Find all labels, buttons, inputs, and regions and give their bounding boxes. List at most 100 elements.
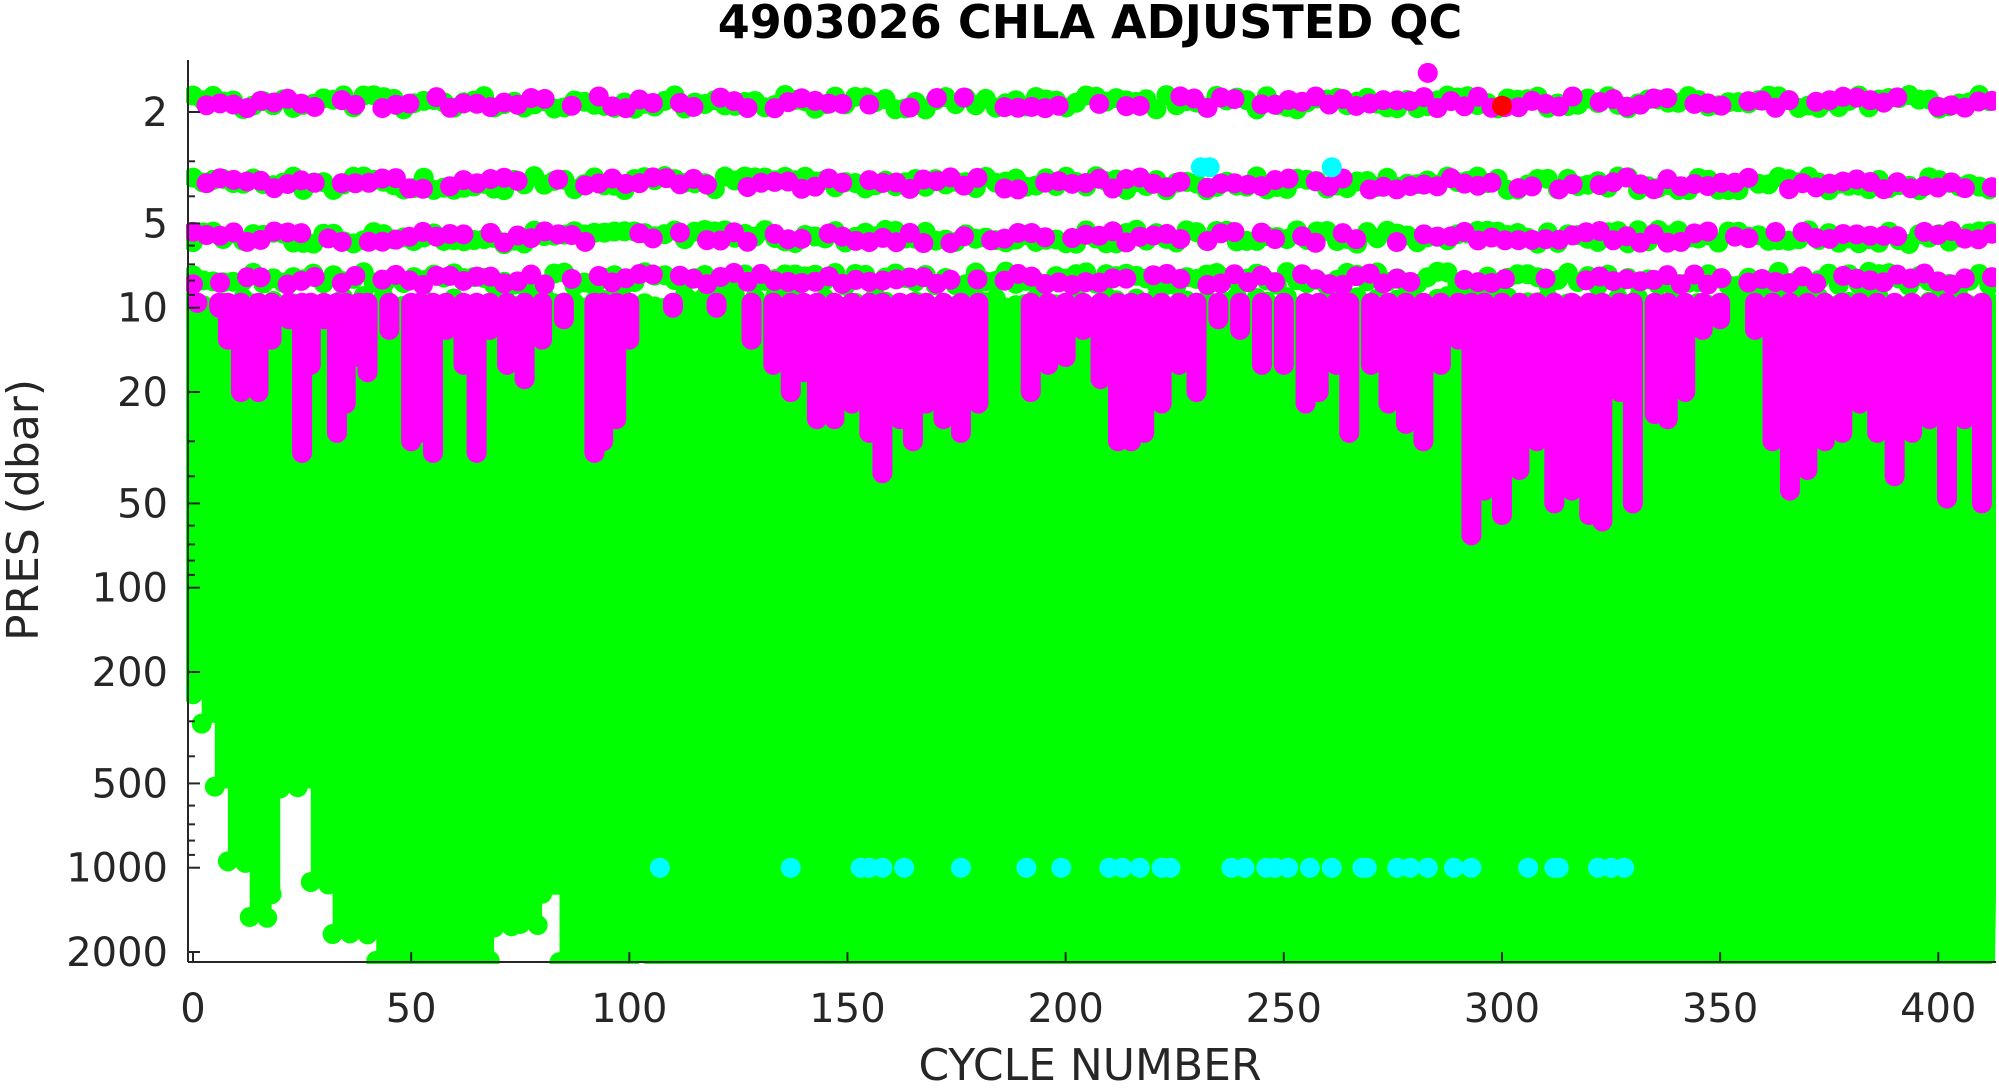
magenta-surface-point (832, 93, 853, 114)
magenta-column-top (1849, 292, 1870, 313)
magenta-column (1762, 302, 1783, 442)
magenta-column-top (1509, 292, 1530, 313)
magenta-surface-point (453, 224, 474, 245)
magenta-surface-point (548, 169, 569, 190)
green-edge-point (287, 777, 308, 798)
magenta-surface-point (304, 267, 325, 288)
green-edge-point (1919, 950, 1940, 964)
green-edge-point (854, 950, 875, 964)
magenta-column (1491, 302, 1512, 516)
magenta-column (1971, 302, 1992, 504)
magenta-surface-point (1197, 97, 1218, 118)
magenta-surface-point (669, 222, 690, 243)
magenta-column-top (553, 292, 574, 313)
magenta-column (968, 302, 989, 404)
magenta-column-bottom (780, 382, 801, 402)
magenta-column-bottom (968, 393, 989, 414)
green-edge-point (217, 851, 238, 872)
magenta-column-bottom (1622, 493, 1643, 514)
magenta-column (1919, 302, 1940, 420)
magenta-column-bottom (1134, 422, 1155, 443)
magenta-column-bottom (1884, 466, 1905, 487)
green-edge-point (1884, 950, 1905, 964)
magenta-column (1797, 302, 1818, 471)
cyan-point (1518, 857, 1539, 878)
cyan-point (780, 857, 801, 878)
green-edge-point (1064, 951, 1085, 964)
magenta-column (763, 302, 784, 365)
magenta-column-top (1339, 292, 1360, 313)
cyan-point (1051, 857, 1072, 878)
magenta-surface-point (561, 268, 582, 289)
magenta-column-top (933, 292, 954, 313)
magenta-surface-point (1346, 229, 1367, 250)
magenta-column-bottom (1251, 354, 1272, 375)
cyan-point (1129, 857, 1150, 878)
y-axis-ticks: 2 5 10 20 50 100 200 500 1000 2000 (66, 90, 200, 976)
magenta-column (1814, 302, 1835, 442)
green-edge-point (479, 950, 500, 964)
cyan-point (950, 857, 971, 878)
magenta-surface-point (1089, 93, 1110, 114)
green-edge-point (510, 913, 531, 934)
magenta-surface-point (1738, 228, 1759, 249)
magenta-column (1902, 302, 1923, 433)
x-tick-label: 300 (1464, 986, 1540, 1032)
magenta-surface-point (913, 233, 934, 254)
y-tick-label: 20 (117, 370, 168, 416)
magenta-column (1273, 302, 1294, 365)
magenta-column-bottom (1491, 505, 1512, 526)
magenta-column (1339, 302, 1360, 433)
magenta-column-top (1745, 292, 1766, 313)
magenta-column-top (1710, 292, 1731, 313)
magenta-column-top (1884, 292, 1905, 313)
magenta-column-top (950, 292, 971, 313)
magenta-column-top (1797, 292, 1818, 313)
magenta-column-top (1832, 292, 1853, 313)
magenta-column-bottom (593, 431, 614, 452)
green-edge-point (235, 852, 256, 873)
magenta-surface-point (1711, 268, 1732, 289)
magenta-column-top (1622, 292, 1643, 313)
magenta-column (1937, 302, 1958, 499)
magenta-column-bottom (1814, 431, 1835, 452)
magenta-column (1151, 302, 1172, 404)
magenta-column-bottom (950, 422, 971, 443)
magenta-column-bottom (1902, 422, 1923, 443)
magenta-column-top (741, 292, 762, 313)
cyan-point (1299, 857, 1320, 878)
magenta-column (1038, 302, 1059, 365)
green-edge-point (1622, 950, 1643, 964)
cyan-point (1199, 157, 1220, 178)
magenta-column-bottom (1055, 347, 1076, 368)
magenta-surface-point (385, 168, 406, 189)
green-edge-point (366, 950, 387, 964)
magenta-surface-point (1657, 88, 1678, 109)
magenta-column (824, 302, 845, 420)
green-edge-point (186, 684, 203, 705)
y-axis-label: PRES (dbar) (0, 379, 49, 641)
magenta-column-bottom (916, 393, 937, 414)
green-edge-point (300, 872, 321, 893)
magenta-column-bottom (902, 431, 923, 452)
green-edge-point (1291, 951, 1312, 964)
magenta-surface-point (926, 88, 947, 109)
magenta-column-bottom (335, 393, 356, 414)
magenta-column (1395, 302, 1416, 424)
green-bulk-area (186, 302, 1996, 962)
magenta-surface-point (210, 272, 231, 293)
cyan-point (1160, 857, 1181, 878)
magenta-surface-point (1265, 229, 1286, 250)
magenta-column-bottom (436, 319, 457, 340)
green-edge-point (239, 907, 260, 928)
green-edge-point (340, 923, 361, 944)
magenta-column-bottom (1937, 488, 1958, 509)
green-edge-point (1745, 950, 1766, 964)
green-edge-point (1849, 950, 1870, 964)
magenta-column-bottom (1395, 413, 1416, 434)
magenta-column-top (916, 292, 937, 313)
magenta-column (230, 302, 251, 392)
magenta-column-top (1919, 292, 1940, 313)
magenta-column (1378, 302, 1399, 404)
green-edge-point (204, 776, 225, 797)
